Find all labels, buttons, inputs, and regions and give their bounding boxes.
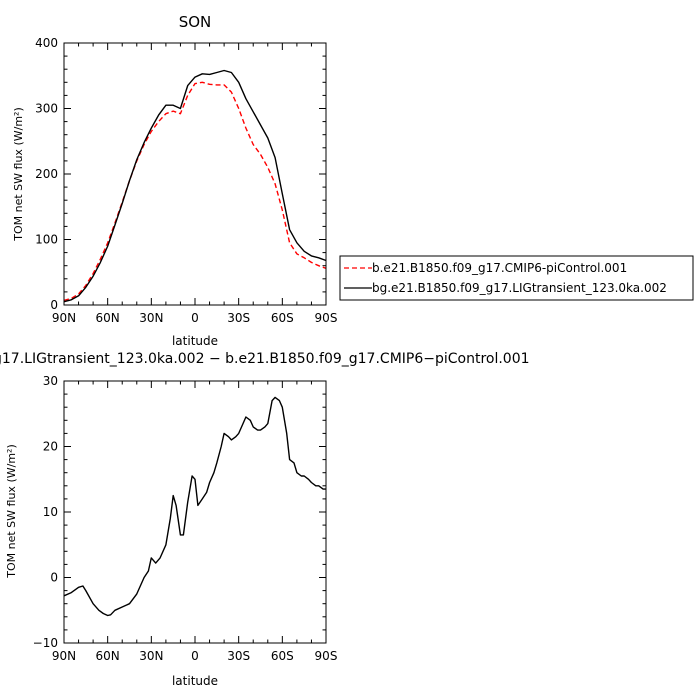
top-panel: SON TOM net SW flux (W/m²) latitude 90N 6… — [12, 13, 337, 348]
bottom-y-tick-label: 30 — [43, 374, 58, 388]
top-chart-title: SON — [179, 13, 212, 31]
bottom-y-axis-label-text: TOM net SW flux (W/m²) — [5, 444, 18, 578]
top-x-tick-label: 60S — [271, 311, 294, 325]
top-plot-frame — [63, 42, 327, 306]
bottom-panel: bg.e21.B1850.f09_g17.LIGtransient_123.0k… — [0, 351, 530, 688]
top-x-tick-label: 60N — [96, 311, 120, 325]
bottom-y-tick-label: 20 — [43, 440, 58, 454]
bottom-x-tick-label: 90N — [52, 649, 76, 663]
bottom-x-tick-label: 0 — [191, 649, 199, 663]
top-series-layer — [63, 69, 327, 303]
legend-label-0: b.e21.B1850.f09_g17.CMIP6-piControl.001 — [372, 261, 627, 275]
top-y-axis-label-text: TOM net SW flux (W/m²) — [12, 107, 25, 241]
bottom-x-tick-label: 60N — [96, 649, 120, 663]
legend-box — [339, 255, 694, 301]
top-y-tick-label: 400 — [35, 36, 58, 50]
top-y-tick-label: 300 — [35, 102, 58, 116]
top-x-tick-label: 90S — [315, 311, 338, 325]
top-series-line-1 — [63, 69, 327, 303]
bottom-y-tick-label: 10 — [43, 505, 58, 519]
bottom-x-tick-label: 30S — [227, 649, 250, 663]
top-y-axis-label: TOM net SW flux (W/m²) — [12, 107, 25, 241]
bottom-plot-frame — [63, 380, 327, 644]
top-ticks-layer: 90N 60N 30N 0 30S 60S 90S 0 100 200 300 400 — [35, 36, 337, 325]
top-series-line-0 — [63, 81, 327, 302]
top-y-tick-label: 100 — [35, 233, 58, 247]
top-x-tick-label: 0 — [191, 311, 199, 325]
bottom-x-tick-label: 60S — [271, 649, 294, 663]
top-x-axis-label: latitude — [172, 334, 218, 348]
top-x-tick-label: 30S — [227, 311, 250, 325]
top-x-tick-label: 90N — [52, 311, 76, 325]
top-y-tick-label: 200 — [35, 167, 58, 181]
bottom-series-line-0 — [63, 396, 326, 617]
top-x-tick-label: 30N — [139, 311, 163, 325]
bottom-x-axis-label: latitude — [172, 674, 218, 688]
top-y-tick-label: 0 — [50, 298, 58, 312]
bottom-series-layer — [63, 396, 326, 617]
bottom-x-tick-label: 30N — [139, 649, 163, 663]
bottom-y-tick-label: −10 — [33, 636, 58, 650]
legend: b.e21.B1850.f09_g17.CMIP6-piControl.001 … — [339, 255, 694, 301]
legend-label-1: bg.e21.B1850.f09_g17.LIGtransient_123.0k… — [372, 281, 667, 295]
bottom-y-tick-label: 0 — [50, 571, 58, 585]
bottom-x-tick-label: 90S — [315, 649, 338, 663]
bottom-y-axis-label: TOM net SW flux (W/m²) — [5, 444, 18, 578]
bottom-chart-title: bg.e21.B1850.f09_g17.LIGtransient_123.0k… — [0, 351, 530, 367]
